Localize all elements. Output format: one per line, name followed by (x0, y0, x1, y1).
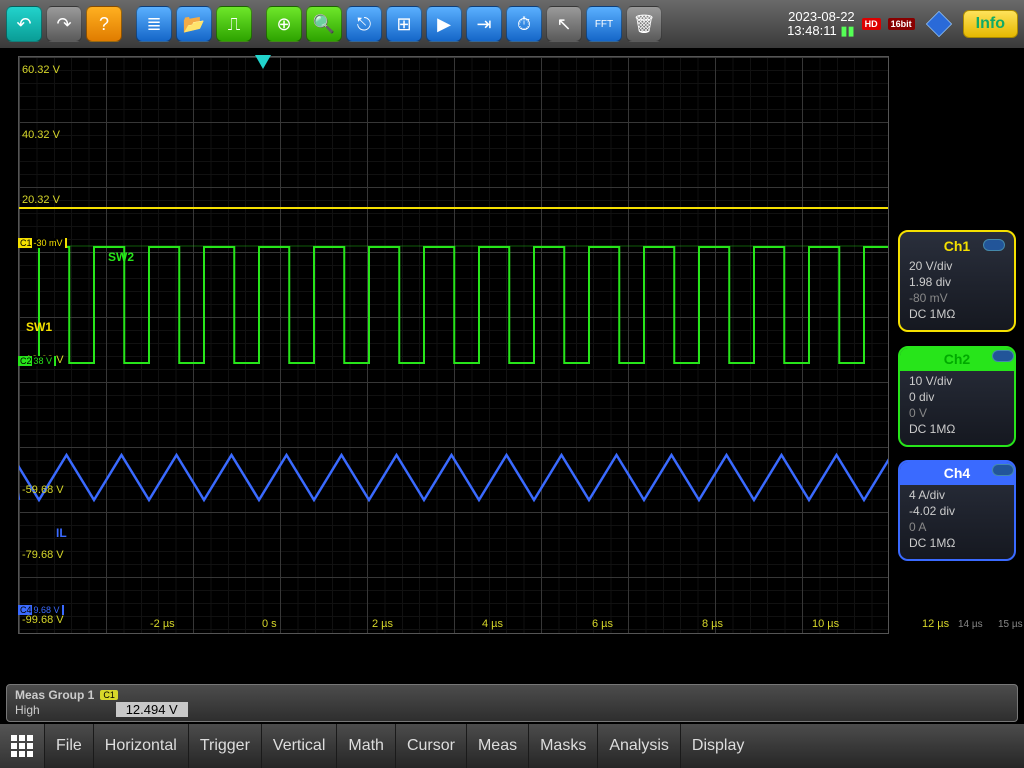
meas-group-label: Meas Group 1 (15, 688, 94, 702)
waveform-label: SW2 (108, 250, 134, 264)
apps-button[interactable] (0, 724, 44, 768)
y-axis-label: 60.32 V (22, 64, 60, 76)
x-axis-label: 12 µs (922, 618, 949, 630)
channel-ref-marker: C238 V (18, 356, 56, 366)
menu-file[interactable]: File (44, 724, 93, 768)
x-axis-label: 15 µs (998, 619, 1023, 630)
folder-icon[interactable]: 📂 (176, 6, 212, 42)
brand-logo (925, 10, 953, 38)
menu-analysis[interactable]: Analysis (597, 724, 680, 768)
y-axis-label: 40.32 V (22, 129, 60, 141)
pointer-icon[interactable]: ↖ (546, 6, 582, 42)
y-axis-label: -99.68 V (22, 614, 64, 626)
menu-trigger[interactable]: Trigger (188, 724, 261, 768)
x-axis-label: 4 µs (482, 618, 503, 630)
toolbar: ↶ ↷ ? ≣ 📂 ⎍ ⊕ 🔍 ⎋ ⊞ ▶ ⇥ ⏱ ↖ FFT 🗑 2023-0… (0, 0, 1024, 48)
channel-card-ch2[interactable]: Ch210 V/div0 div0 VDC 1MΩ (898, 346, 1016, 447)
channel-card-ch1[interactable]: Ch120 V/div1.98 div-80 mVDC 1MΩ (898, 230, 1016, 332)
x-axis-label: 10 µs (812, 618, 839, 630)
menu-horizontal[interactable]: Horizontal (93, 724, 188, 768)
menu-display[interactable]: Display (680, 724, 755, 768)
scope-display: 60.32 V40.32 V20.32 V-19.68 V-59.68 V-79… (0, 50, 1024, 678)
datetime: 2023-08-22 13:48:11 ▮▮ (787, 10, 855, 39)
bit-badge: 16bit (888, 18, 915, 30)
marker-icon[interactable]: ▶ (426, 6, 462, 42)
measurement-bar[interactable]: Meas Group 1 C1 High 12.494 V (6, 684, 1018, 722)
meas-value: 12.494 V (116, 702, 188, 717)
meas-channel-badge: C1 (100, 690, 118, 700)
menu-cursor[interactable]: Cursor (395, 724, 466, 768)
waveform-label: IL (56, 526, 67, 540)
meas-metric-label: High (15, 703, 40, 717)
x-axis-label: 8 µs (702, 618, 723, 630)
bottom-menu: FileHorizontalTriggerVerticalMathCursorM… (0, 724, 1024, 768)
y-axis-label: -59.68 V (22, 484, 64, 496)
channel-ref-marker: C1-30 mV (18, 238, 67, 248)
y-axis-label: 20.32 V (22, 194, 60, 206)
cursor-icon[interactable]: ⇥ (466, 6, 502, 42)
menu-math[interactable]: Math (336, 724, 395, 768)
fft-icon[interactable]: FFT (586, 6, 622, 42)
waveform-label: SW1 (26, 320, 52, 334)
x-axis-label: 14 µs (958, 619, 983, 630)
channel-card-ch4[interactable]: Ch44 A/div-4.02 div0 ADC 1MΩ (898, 460, 1016, 561)
x-axis-label: -2 µs (150, 618, 175, 630)
menu-masks[interactable]: Masks (528, 724, 597, 768)
help-button[interactable]: ? (86, 6, 122, 42)
x-axis-label: 0 s (262, 618, 277, 630)
hd-badge: HD (862, 18, 881, 30)
list-icon[interactable]: ≣ (136, 6, 172, 42)
time-icon[interactable]: ⏱ (506, 6, 542, 42)
x-axis-label: 6 µs (592, 618, 613, 630)
pulse-icon[interactable]: ⎍ (216, 6, 252, 42)
menu-meas[interactable]: Meas (466, 724, 528, 768)
search-icon[interactable]: 🔍 (306, 6, 342, 42)
channel-ref-marker: C49.68 V (18, 605, 64, 615)
zoom-icon[interactable]: ⊕ (266, 6, 302, 42)
info-button[interactable]: Info (963, 10, 1018, 38)
trigger-icon[interactable]: ⎋ (346, 6, 382, 42)
back-button[interactable]: ↶ (6, 6, 42, 42)
display-icon[interactable]: ⊞ (386, 6, 422, 42)
x-axis-label: 2 µs (372, 618, 393, 630)
menu-vertical[interactable]: Vertical (261, 724, 336, 768)
y-axis-label: -79.68 V (22, 549, 64, 561)
forward-button[interactable]: ↷ (46, 6, 82, 42)
waveform-grid[interactable] (18, 56, 889, 634)
delete-icon[interactable]: 🗑 (626, 6, 662, 42)
